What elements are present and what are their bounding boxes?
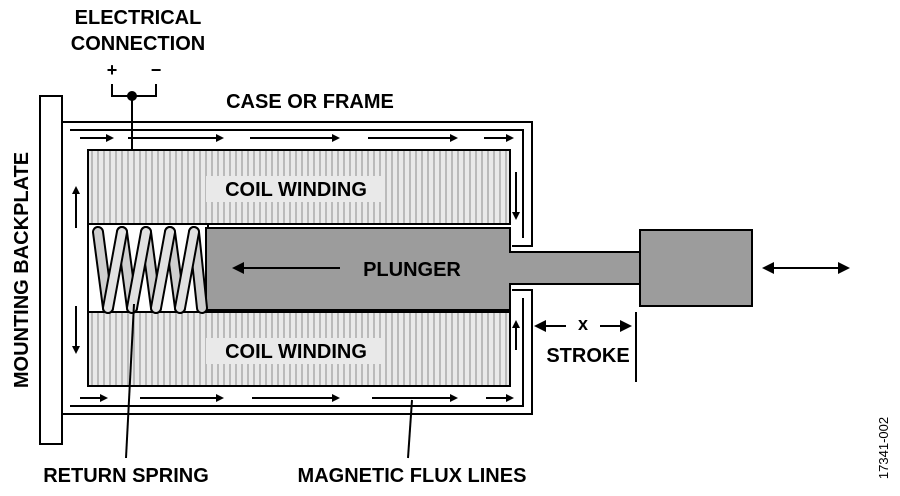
flux-lines-leader [407,399,413,459]
mounting-backplate-label: MOUNTING BACKPLATE [11,152,33,388]
return-spring-leader [125,303,135,459]
stroke-x-label: x [578,314,588,334]
return-spring-label: RETURN SPRING [43,465,209,487]
figure-id: 17341-002 [876,417,891,479]
stroke-dimension [534,312,637,382]
coil-winding-bottom-label: COIL WINDING [225,341,367,363]
coil-bottom-label-bg [206,338,384,364]
connection-node [127,91,137,101]
coil-winding-top-label: COIL WINDING [225,179,367,201]
flux-lines-label: MAGNETIC FLUX LINES [298,465,527,487]
return-spring [92,226,208,314]
stroke-label: STROKE [546,345,629,367]
minus-terminal-label: − [151,60,162,80]
electrical-label-line2: CONNECTION [71,33,205,55]
coil-top-label-bg [206,176,384,202]
case-frame [62,121,533,415]
mounting-backplate [39,95,63,445]
plus-terminal-label: + [107,60,118,80]
flux-arrows [72,134,520,402]
plunger-label: PLUNGER [363,259,461,281]
plunger-head [639,229,753,307]
case-frame-label: CASE OR FRAME [226,91,394,113]
electrical-label-line1: ELECTRICAL [75,7,202,29]
